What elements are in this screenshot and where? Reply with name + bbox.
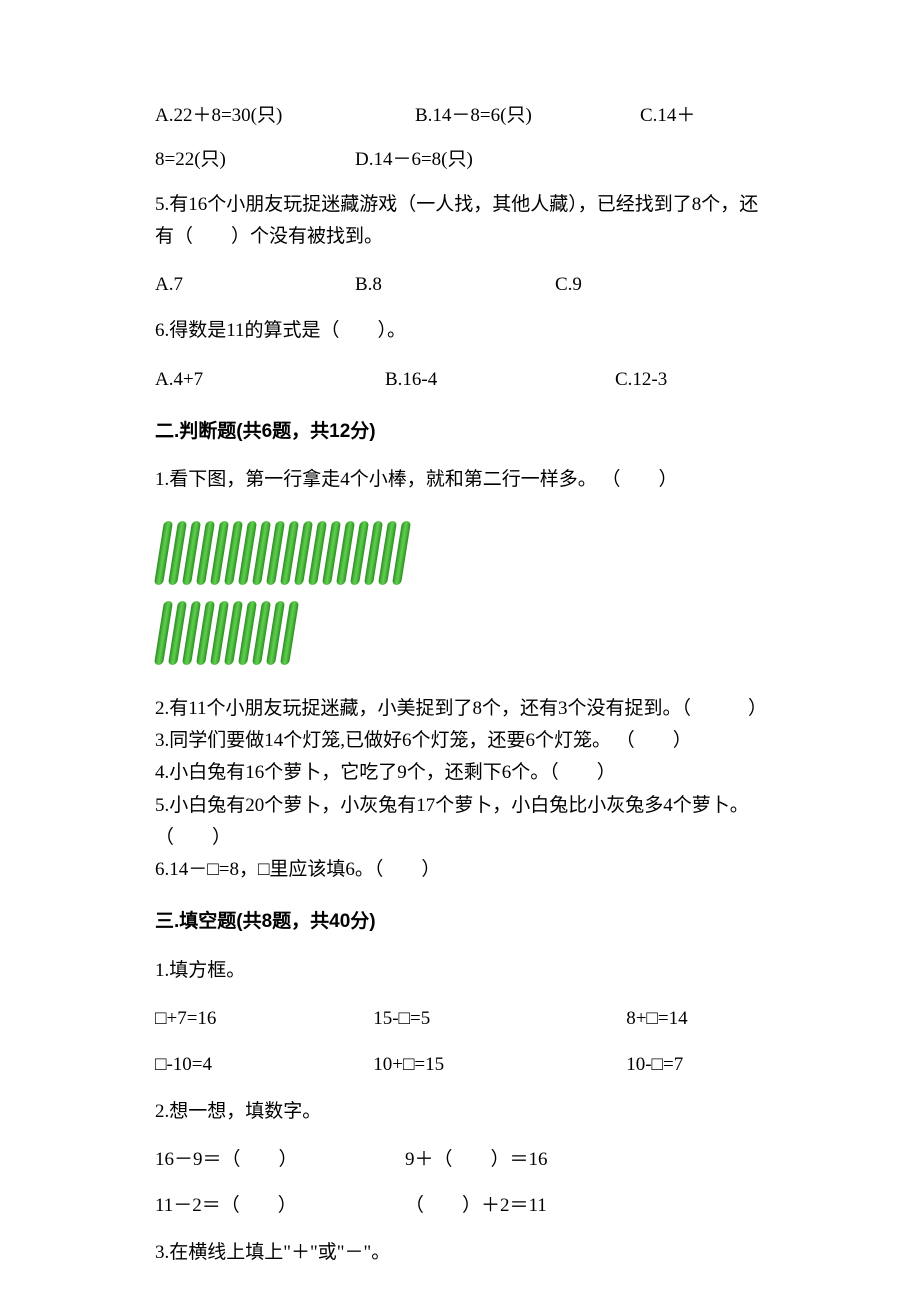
s2-q4-text: 4.小白兔有16个萝卜，它吃了9个，还剩下6个。（ ）	[155, 757, 775, 789]
q4-option-b: B.14－8=6(只)	[415, 100, 640, 132]
s3-q1-text: 1.填方框。	[155, 955, 775, 987]
sticks-figure	[155, 521, 775, 665]
s3-q1-r2-b: 10+□=15	[373, 1049, 626, 1081]
s3-q2-r2-a: 11－2＝（ ）	[155, 1190, 405, 1222]
q5-option-a: A.7	[155, 269, 355, 301]
q6-option-b: B.16-4	[385, 364, 615, 396]
s2-q3-text: 3.同学们要做14个灯笼,已做好6个灯笼，还要6个灯笼。 （ ）	[155, 725, 775, 757]
s3-q1-row2: □-10=4 10+□=15 10-□=7	[155, 1049, 775, 1081]
q5-option-c: C.9	[555, 269, 705, 301]
sticks-row-2	[155, 601, 775, 665]
s3-q3-text: 3.在横线上填上"＋"或"－"。	[155, 1237, 775, 1269]
s3-q2-r2-b: （ ）＋2＝11	[405, 1190, 655, 1222]
s2-q5-text: 5.小白兔有20个萝卜，小灰兔有17个萝卜，小白兔比小灰兔多4个萝卜。 （ ）	[155, 790, 775, 855]
q6-option-a: A.4+7	[155, 364, 385, 396]
s3-q2-r1-a: 16－9＝（ ）	[155, 1144, 405, 1176]
q4-option-c-part1: C.14＋	[640, 100, 740, 132]
q5-options: A.7 B.8 C.9	[155, 269, 775, 301]
s3-q1-r1-a: □+7=16	[155, 1003, 373, 1035]
sticks-row-1	[155, 521, 775, 585]
q4-options-row2: 8=22(只) D.14－6=8(只)	[155, 144, 775, 176]
s3-q2-r1-b: 9＋（ ）＝16	[405, 1144, 655, 1176]
s2-q2-text: 2.有11个小朋友玩捉迷藏，小美捉到了8个，还有3个没有捉到。（ ）	[155, 693, 775, 725]
q4-option-d: D.14－6=8(只)	[355, 144, 473, 176]
s3-q2-row1: 16－9＝（ ） 9＋（ ）＝16	[155, 1144, 775, 1176]
section2-title: 二.判断题(共6题，共12分)	[155, 416, 775, 448]
q6-options: A.4+7 B.16-4 C.12-3	[155, 364, 775, 396]
s2-q1-text: 1.看下图，第一行拿走4个小棒，就和第二行一样多。 （ ）	[155, 464, 775, 496]
q6-option-c: C.12-3	[615, 364, 765, 396]
section3-title: 三.填空题(共8题，共40分)	[155, 906, 775, 938]
s3-q2-text: 2.想一想，填数字。	[155, 1096, 775, 1128]
s3-q2-row2: 11－2＝（ ） （ ）＋2＝11	[155, 1190, 775, 1222]
s3-q1-r2-c: 10-□=7	[626, 1049, 775, 1081]
q5-option-b: B.8	[355, 269, 555, 301]
s3-q1-r1-c: 8+□=14	[626, 1003, 775, 1035]
q4-options-row1: A.22＋8=30(只) B.14－8=6(只) C.14＋	[155, 100, 775, 132]
s3-q1-r2-a: □-10=4	[155, 1049, 373, 1081]
q5-text: 5.有16个小朋友玩捉迷藏游戏（一人找，其他人藏），已经找到了8个，还有（ ）个…	[155, 189, 775, 254]
s3-q1-row1: □+7=16 15-□=5 8+□=14	[155, 1003, 775, 1035]
q4-option-a: A.22＋8=30(只)	[155, 100, 415, 132]
s3-q1-r1-b: 15-□=5	[373, 1003, 626, 1035]
s2-q6-text: 6.14－□=8，□里应该填6。（ ）	[155, 854, 775, 886]
q6-text: 6.得数是11的算式是（ ）。	[155, 315, 775, 347]
q4-option-c-part2: 8=22(只)	[155, 144, 355, 176]
